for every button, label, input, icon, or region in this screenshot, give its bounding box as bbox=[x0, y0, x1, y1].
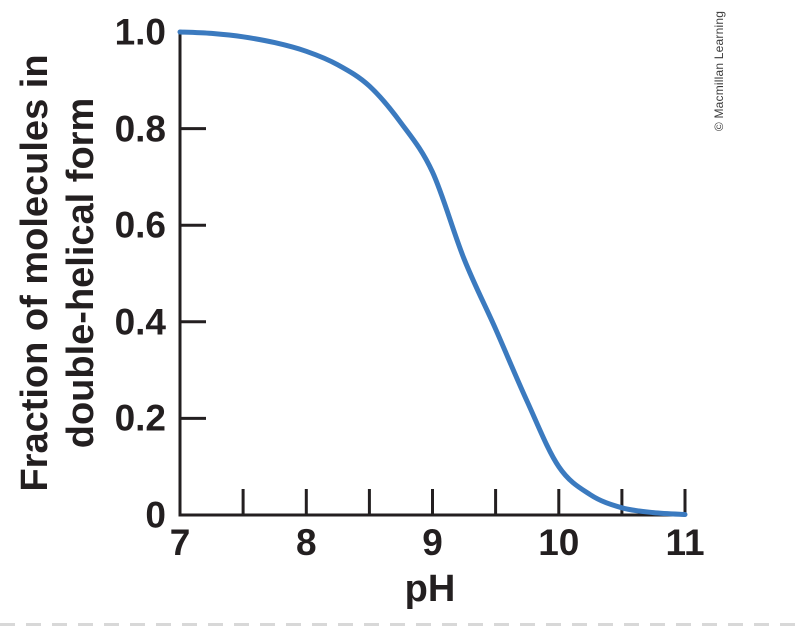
bottom-dashed-divider bbox=[0, 623, 804, 626]
x-tick-label: 8 bbox=[296, 522, 317, 563]
axes-lines bbox=[178, 32, 685, 517]
melting-curve bbox=[177, 29, 688, 517]
y-axis-title: Fraction of molecules in double-helical … bbox=[12, 13, 104, 533]
y-axis-title-line2: double-helical form bbox=[60, 97, 102, 449]
x-tick-label: 7 bbox=[169, 522, 191, 563]
y-tick-label: 0.8 bbox=[114, 108, 166, 150]
x-tick-label: 10 bbox=[538, 522, 580, 563]
y-tick-label: 0.2 bbox=[114, 397, 166, 439]
y-axis-title-line1: Fraction of molecules in bbox=[14, 54, 56, 492]
y-tick-label: 0.4 bbox=[114, 301, 166, 343]
x-tick-label: 9 bbox=[422, 522, 443, 563]
copyright-watermark: © Macmillan Learning bbox=[712, 10, 726, 132]
x-tick-label: 11 bbox=[665, 522, 705, 563]
y-tick-label: 1.0 bbox=[114, 11, 166, 53]
y-tick-label: 0.6 bbox=[114, 204, 166, 246]
x-axis-title: pH bbox=[404, 568, 456, 610]
y-tick-label: 0 bbox=[145, 494, 166, 536]
